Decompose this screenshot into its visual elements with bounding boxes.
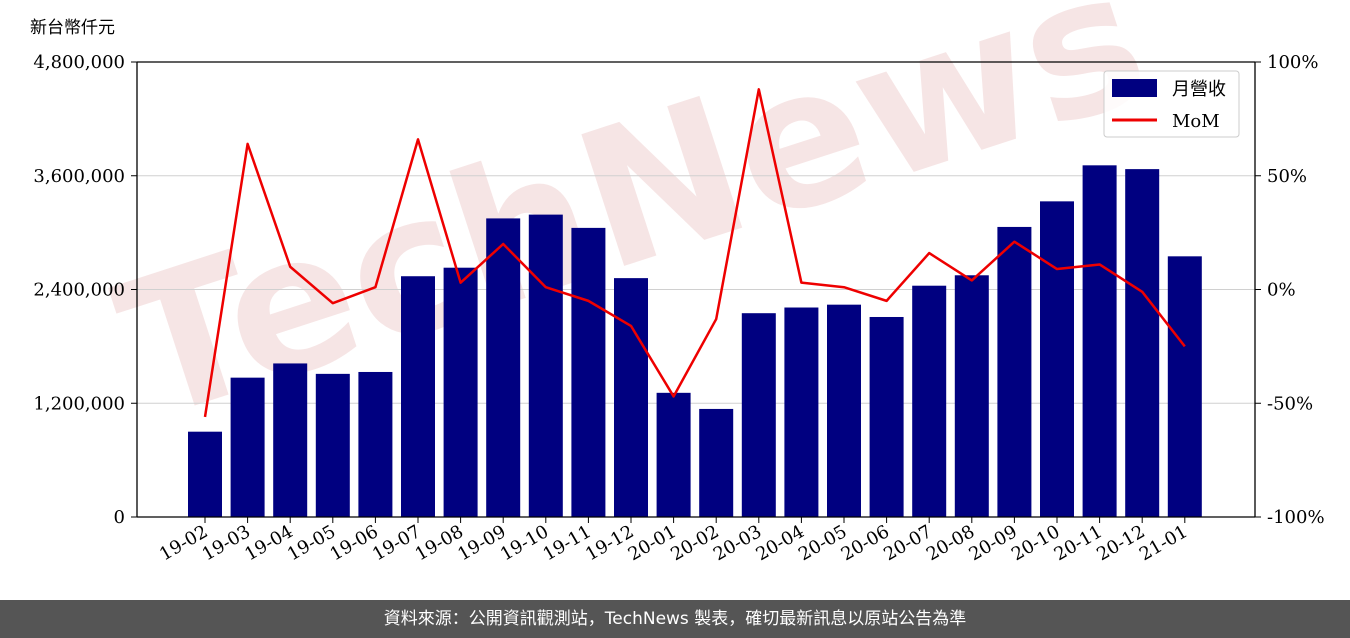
- y-right-tick-label: -50%: [1267, 393, 1313, 414]
- x-tick-label: 19-07: [369, 521, 424, 565]
- bar-19-06: [358, 371, 393, 517]
- y-right-tick-label: 0%: [1267, 280, 1296, 301]
- bar-20-10: [1040, 201, 1074, 517]
- bar-19-02: [188, 431, 222, 517]
- x-tick-label: 20-05: [795, 521, 850, 565]
- bar-19-10: [528, 214, 563, 518]
- bar-19-12: [614, 278, 648, 517]
- bar-20-11: [1082, 165, 1117, 517]
- y-right-tick-label: -100%: [1267, 507, 1325, 528]
- x-tick-label: 19-03: [199, 521, 254, 565]
- bar-20-08: [954, 275, 989, 517]
- x-tick-label: 20-11: [1051, 521, 1106, 565]
- bar-19-05: [315, 373, 350, 517]
- bar-19-08: [443, 267, 478, 517]
- bar-19-09: [486, 218, 521, 517]
- legend-label-revenue: 月營收: [1172, 79, 1226, 100]
- y-left-tick-label: 0: [114, 507, 125, 528]
- footer-text: 資料來源：公開資訊觀測站，TechNews 製表，確切最新訊息以原站公告為準: [383, 609, 967, 629]
- bar-19-04: [273, 363, 308, 517]
- x-tick-label: 20-03: [710, 521, 765, 565]
- x-tick-label: 19-08: [412, 521, 467, 565]
- bar-20-02: [699, 408, 734, 517]
- x-tick-label: 19-10: [497, 521, 552, 565]
- bar-19-11: [571, 227, 606, 517]
- y-left-tick-label: 2,400,000: [33, 280, 125, 301]
- legend: 月營收 MoM: [1103, 70, 1240, 138]
- x-tick-label: 19-11: [539, 521, 594, 565]
- x-tick-label: 21-01: [1136, 521, 1191, 565]
- mom-line: [203, 88, 1186, 418]
- y-left-tick-label: 4,800,000: [33, 52, 125, 73]
- source-footer: 資料來源：公開資訊觀測站，TechNews 製表，確切最新訊息以原站公告為準: [0, 600, 1350, 638]
- x-tick-label: 20-07: [880, 521, 935, 565]
- bar-20-09: [997, 226, 1032, 517]
- x-tick-label: 20-01: [625, 521, 680, 565]
- bar-20-12: [1125, 169, 1160, 518]
- x-tick-label: 20-04: [752, 521, 807, 565]
- x-tick-label: 19-09: [454, 521, 509, 565]
- legend-swatch-bar: [1112, 79, 1157, 97]
- bar-19-07: [401, 276, 435, 517]
- bar-20-01: [656, 392, 691, 517]
- y-right-tick-label: 100%: [1267, 52, 1318, 73]
- bar-20-04: [784, 307, 819, 517]
- x-tick-label: 20-09: [965, 521, 1020, 565]
- line-layer: [203, 88, 1186, 418]
- x-tick-label: 19-05: [284, 521, 339, 565]
- bar-20-03: [741, 313, 776, 517]
- x-tick-label: 20-02: [667, 521, 722, 565]
- y-left-tick-label: 1,200,000: [33, 393, 125, 414]
- legend-label-mom: MoM: [1172, 111, 1220, 132]
- y-left-tick-label: 3,600,000: [33, 166, 125, 187]
- bar-20-07: [912, 285, 947, 517]
- y-right-tick-label: 50%: [1267, 166, 1307, 187]
- x-tick-label: 19-06: [326, 521, 381, 565]
- bar-20-06: [869, 316, 904, 517]
- bar-21-01: [1167, 256, 1202, 517]
- x-tick-label: 20-12: [1093, 521, 1148, 565]
- chart-area: TechNews 0 1,200,000 2,400,000 3,600,000 4,8…: [30, 0, 1325, 565]
- bar-layer: [188, 165, 1202, 518]
- x-tick-label: 20-08: [923, 521, 978, 565]
- x-tick-label: 20-10: [1008, 521, 1063, 565]
- x-tick-label: 20-06: [838, 521, 893, 565]
- x-tick-label: 19-02: [156, 521, 211, 565]
- bar-20-05: [827, 304, 861, 517]
- x-tick-label: 19-04: [241, 521, 296, 565]
- bar-19-03: [230, 377, 265, 517]
- revenue-chart: TechNews 01,200,0002,400,0003,600,0004,8…: [30, 0, 1325, 565]
- y-axis-unit-label: 新台幣仟元: [30, 18, 115, 38]
- x-tick-label: 19-12: [582, 521, 637, 565]
